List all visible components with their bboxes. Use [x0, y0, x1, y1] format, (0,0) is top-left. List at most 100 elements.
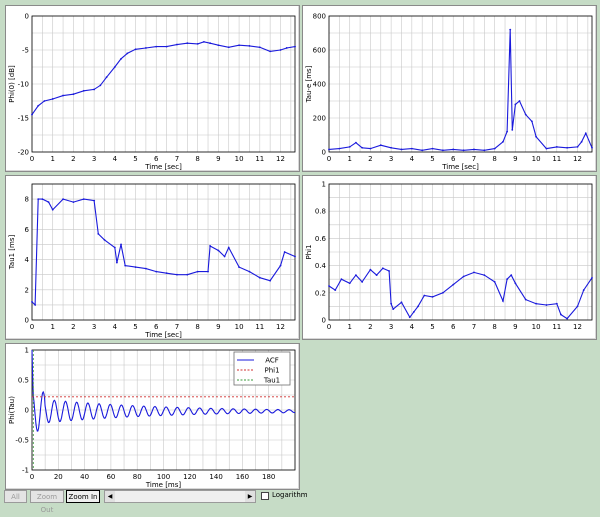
y-tick-label: -15 [18, 115, 29, 123]
data-point [576, 305, 579, 308]
data-point [348, 282, 351, 285]
data-point [176, 273, 178, 276]
data-point [223, 255, 226, 258]
data-point [97, 232, 100, 235]
data-point [423, 294, 426, 297]
data-point [379, 144, 382, 147]
data-point [483, 149, 486, 152]
x-tick-label: 3 [389, 323, 393, 331]
data-point [390, 302, 393, 305]
data-point [116, 261, 118, 264]
data-point [584, 132, 587, 135]
x-tick-label: 2 [368, 155, 372, 163]
data-point [514, 103, 517, 106]
data-point [238, 44, 240, 47]
x-tick-label: 12 [573, 155, 582, 163]
x-tick-label: 3 [92, 155, 96, 163]
x-tick-label: 7 [472, 155, 476, 163]
x-tick-label: 5 [430, 323, 434, 331]
y-tick-label: 200 [313, 115, 326, 123]
y-tick-label: 0 [322, 317, 326, 325]
data-point [31, 113, 33, 116]
data-point [400, 148, 403, 151]
data-point [134, 266, 137, 269]
x-tick-label: 140 [209, 473, 222, 481]
data-point [361, 146, 364, 149]
scroll-left-icon[interactable]: ◀ [105, 491, 115, 502]
data-point [113, 66, 116, 68]
series-line [31, 198, 296, 307]
x-tick-label: 100 [157, 473, 170, 481]
horizontal-scrollbar[interactable]: ◀ ▶ [104, 490, 256, 503]
logarithm-checkbox[interactable] [261, 492, 269, 500]
all-button[interactable]: All [4, 490, 27, 503]
data-point [196, 270, 199, 273]
x-tick-label: 1 [347, 155, 351, 163]
data-point [31, 300, 33, 303]
x-tick-label: 7 [472, 323, 476, 331]
data-point [514, 282, 517, 285]
y-tick-label: 1 [322, 181, 326, 189]
data-point [524, 298, 527, 301]
x-tick-label: 20 [54, 473, 63, 481]
zoom-out-button[interactable]: Zoom Out [30, 490, 64, 514]
data-point [238, 266, 240, 269]
y-axis-label: Phi(0) [dB] [8, 65, 16, 103]
data-point [535, 302, 537, 305]
data-point [462, 149, 465, 152]
data-point [283, 251, 286, 253]
data-point [209, 42, 211, 45]
data-point [105, 76, 108, 79]
y-tick-label: 600 [313, 47, 326, 55]
y-tick-label: 0 [25, 317, 29, 325]
x-tick-label: 4 [410, 323, 415, 331]
data-point [248, 45, 251, 47]
data-point [103, 239, 106, 241]
data-point [285, 47, 288, 49]
data-point [483, 274, 486, 277]
x-tick-label: 12 [276, 323, 285, 331]
data-point [591, 146, 593, 149]
data-point [258, 276, 261, 279]
taue-chart-panel: 0 1 2 3 4 5 6 7 8 9 10 11 12 0 200 400 600 800 Time [sec] T… [302, 5, 597, 172]
data-point [545, 147, 548, 150]
y-tick-label: 0 [25, 13, 29, 21]
y-tick-label: 4 [25, 256, 30, 264]
data-point [400, 301, 403, 304]
x-tick-label: 9 [513, 323, 517, 331]
y-tick-label: -5 [22, 47, 29, 55]
data-point [186, 42, 189, 45]
zoom-in-button[interactable]: Zoom In [66, 490, 100, 503]
y-tick-label: 0.4 [315, 262, 327, 270]
data-point [502, 140, 504, 143]
data-point [248, 270, 251, 273]
x-tick-label: 0 [30, 473, 34, 481]
data-point [82, 89, 85, 92]
data-point [93, 199, 96, 202]
x-tick-label: 180 [262, 473, 275, 481]
plot-frame [31, 349, 296, 471]
x-tick-label: 12 [573, 323, 582, 331]
data-point [93, 88, 96, 91]
y-tick-label: 0.5 [18, 377, 29, 385]
data-point [82, 198, 85, 201]
phi1-chart-panel: 0 1 2 3 4 5 6 7 8 9 10 11 12 0 0.2 0.4 0.6 0.8 1 Phi1 [302, 175, 597, 340]
data-point [43, 100, 46, 102]
data-point [328, 285, 330, 287]
data-point [294, 255, 296, 258]
data-point [51, 208, 54, 211]
scroll-right-icon[interactable]: ▶ [245, 491, 255, 502]
data-point [334, 289, 337, 291]
x-tick-label: 9 [513, 155, 517, 163]
data-point [462, 275, 465, 278]
y-tick-label: 0.6 [315, 235, 327, 243]
data-point [113, 246, 116, 249]
x-tick-label: 3 [389, 155, 393, 163]
data-point [355, 141, 357, 144]
x-tick-label: 5 [430, 155, 434, 163]
data-point [155, 45, 158, 48]
data-point [421, 149, 424, 152]
plot-frame [31, 15, 296, 153]
